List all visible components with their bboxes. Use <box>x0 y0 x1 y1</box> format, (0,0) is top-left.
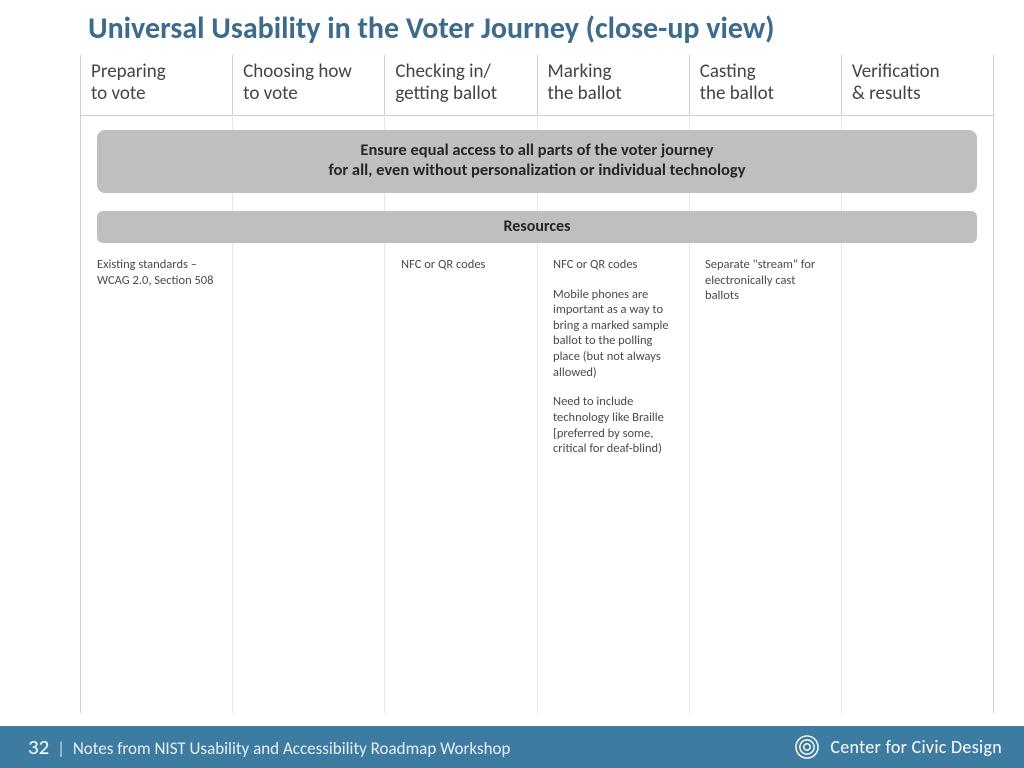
equal-access-banner: Ensure equal access to all parts of the … <box>97 130 977 193</box>
footer-right: Center for Civic Design <box>794 734 1002 760</box>
footer-org: Center for Civic Design <box>830 736 1002 758</box>
journey-table: Preparingto vote Choosing howto vote Che… <box>80 55 994 713</box>
cell-marking: NFC or QR codes Mobile phones are import… <box>537 253 689 471</box>
col-header-checking: Checking in/getting ballot <box>385 55 537 115</box>
col-header-preparing: Preparingto vote <box>81 55 233 115</box>
slide-footer: 32 | Notes from NIST Usability and Acces… <box>0 726 1024 768</box>
cell-verification <box>841 253 993 471</box>
col-header-choosing: Choosing howto vote <box>233 55 385 115</box>
col-header-verification: Verification& results <box>842 55 993 115</box>
cell-text: Need to include technology like Braille … <box>553 394 677 457</box>
cell-text: NFC or QR codes <box>553 257 677 273</box>
logo-swirl-icon <box>794 734 820 760</box>
footer-left: 32 | Notes from NIST Usability and Acces… <box>28 734 510 760</box>
footer-note: Notes from NIST Usability and Accessibil… <box>73 738 511 759</box>
column-headers-row: Preparingto vote Choosing howto vote Che… <box>81 55 993 116</box>
page-number: 32 <box>28 734 49 760</box>
col-header-casting: Castingthe ballot <box>690 55 842 115</box>
cell-text: Existing standards – WCAG 2.0, Section 5… <box>97 257 221 288</box>
cell-preparing: Existing standards – WCAG 2.0, Section 5… <box>81 253 233 471</box>
cell-text: Mobile phones are important as a way to … <box>553 287 677 381</box>
footer-separator: | <box>53 738 69 759</box>
slide-title: Universal Usability in the Voter Journey… <box>0 0 1024 55</box>
cell-choosing <box>233 253 385 471</box>
col-header-marking: Markingthe ballot <box>538 55 690 115</box>
resources-content-row: Existing standards – WCAG 2.0, Section 5… <box>81 253 993 471</box>
cell-casting: Separate "stream" for electronically cas… <box>689 253 841 471</box>
cell-text: NFC or QR codes <box>401 257 525 273</box>
resources-heading: Resources <box>97 211 977 243</box>
banner-line2: for all, even without personalization or… <box>117 160 957 181</box>
cell-text: Separate "stream" for electronically cas… <box>705 257 829 304</box>
banner-line1: Ensure equal access to all parts of the … <box>117 140 957 161</box>
cell-checking: NFC or QR codes <box>385 253 537 471</box>
